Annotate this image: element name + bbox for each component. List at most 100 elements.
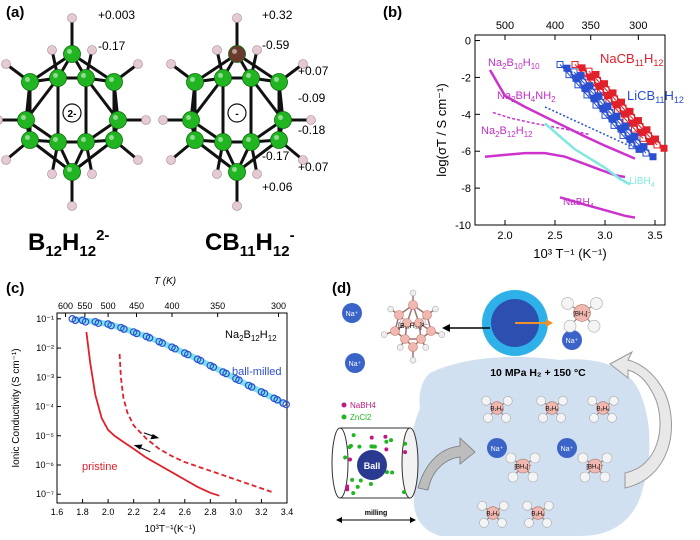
- b2h6-h-atom: [558, 396, 568, 406]
- na-ion-label: Na⁺: [349, 361, 362, 368]
- ylabel-b: log(σT / S cm⁻¹): [434, 83, 449, 176]
- bh4-h-atom: [601, 452, 613, 464]
- zncl2-particle: [390, 470, 395, 475]
- boron-atom: [63, 163, 81, 181]
- marker-ball-milled: [171, 344, 179, 353]
- b2h6-b-atom: [596, 401, 610, 415]
- milling-arrow-right: [410, 517, 416, 523]
- label-pristine: pristine: [82, 461, 117, 473]
- cluster-b-atom: [408, 342, 418, 352]
- hydrogen-atom: [133, 59, 143, 69]
- cluster-label: [B₁₂H₁₂]²⁻: [398, 323, 428, 330]
- b2h6-h-atom: [477, 501, 487, 511]
- b2h6-h-atom: [497, 518, 507, 528]
- zncl2-particle: [350, 477, 355, 482]
- nabh4-particle: [369, 435, 374, 440]
- boron-atom: [21, 131, 39, 149]
- legend-zncl2-dot: [341, 414, 347, 420]
- marker-licb11h12: [649, 153, 657, 161]
- center-charge-circle: [227, 103, 247, 123]
- hydrogen-atom: [232, 201, 242, 211]
- b2h6-label: B₂H₆: [545, 407, 559, 413]
- marker-ball-milled: [282, 400, 290, 409]
- nabh4-particle: [403, 450, 408, 455]
- na-ion: [342, 303, 362, 323]
- hydrogen-atom: [67, 13, 77, 23]
- marker-licb11h12: [556, 61, 564, 69]
- zncl2-particle: [403, 441, 408, 446]
- marker-ball-milled: [260, 389, 269, 398]
- charge-right-5: -0.17: [262, 149, 290, 163]
- atom-highlight: [190, 77, 195, 82]
- ylabel-c: Ionic Conductivity (S cm⁻¹): [11, 348, 22, 467]
- zncl2-particle: [351, 433, 356, 438]
- nabh4-particle: [347, 457, 352, 462]
- hydrogen-atom: [0, 115, 3, 125]
- marker-nacb11h12: [643, 126, 651, 134]
- x-tick-label-b: 3.5: [647, 230, 662, 242]
- y-tick-label-c: 10⁻⁴: [35, 402, 54, 412]
- y-tick-label-c: 10⁻³: [36, 372, 54, 382]
- curve-na2b10h10: [488, 69, 636, 160]
- b2h6-h-atom: [607, 413, 617, 423]
- zncl2-particle: [389, 438, 394, 443]
- curve-licb11h12: [573, 71, 647, 154]
- charge-right-4: -0.18: [298, 123, 326, 137]
- atom-highlight: [232, 49, 237, 54]
- label-na2b12h12: Na2B12H12: [481, 125, 533, 139]
- b2h6-b-atom: [490, 401, 504, 415]
- panel-c-label: (c): [6, 280, 25, 297]
- boron-atom: [214, 69, 232, 87]
- marker-licb11h12: [563, 64, 571, 72]
- atom-highlight: [246, 73, 251, 78]
- panel-c: (c) 1.6 1.8 2.0 2.2 2.4 2.6 2.8 3.0 3.2 3.4 10⁻¹ 10…: [0, 268, 310, 540]
- boron-atom: [109, 111, 127, 129]
- bh4-top-h-atom: [590, 297, 603, 310]
- marker-ball-milled: [196, 356, 205, 365]
- charge-left-top: +0.003: [98, 8, 135, 22]
- b2h6-h-atom: [522, 501, 532, 511]
- b2h6-label: B₂H₆: [531, 512, 545, 518]
- panel-a-label: (a): [6, 4, 25, 21]
- top-tick-label-b: 400: [546, 20, 564, 32]
- hydrogen-atom: [306, 115, 316, 125]
- hydrogen-atom: [166, 155, 176, 165]
- zncl2-particle: [348, 443, 353, 448]
- charge-right-1: -0.59: [262, 38, 290, 52]
- marker-licb11h12: [595, 92, 603, 100]
- atom-highlight: [274, 77, 279, 82]
- charge-right-7: +0.06: [262, 180, 293, 194]
- marker-ball-milled: [273, 396, 282, 404]
- zncl2-particle: [358, 478, 363, 483]
- b2h6-label: B₂H₆: [486, 512, 500, 518]
- b2h6-h-atom: [483, 413, 493, 423]
- cluster-h-atom: [438, 331, 446, 338]
- ball: [357, 450, 387, 480]
- boron-atom: [17, 111, 35, 129]
- marker-ball-milled: [132, 329, 141, 338]
- bh4-b-atom: [587, 458, 603, 474]
- top-tick-label-b: 300: [629, 20, 647, 32]
- label-na2b10h10: Na2B10H10: [488, 57, 540, 71]
- marker-ball-milled: [145, 334, 154, 342]
- b2h6-h-atom: [538, 413, 548, 423]
- zncl2-particle: [384, 470, 389, 475]
- marker-licb11h12: [631, 132, 639, 140]
- b2h6-h-atom: [479, 518, 489, 528]
- curve-na2bh4nh2: [492, 111, 591, 136]
- y-tick-label-c: 10⁻⁷: [36, 489, 54, 499]
- b2h6-h-atom: [544, 501, 554, 511]
- cluster-b-atom: [394, 310, 404, 320]
- b2h6-h-atom: [536, 396, 546, 406]
- marker-ball-milled: [247, 383, 256, 391]
- marker-ball-milled: [158, 339, 167, 347]
- zncl2-particle: [343, 455, 348, 460]
- label-nabh4: NaBH4: [563, 197, 594, 210]
- atom-highlight: [81, 137, 86, 142]
- atom-highlight: [109, 77, 114, 82]
- nabh4-particle: [384, 447, 389, 452]
- b2h6-h-atom: [556, 413, 566, 423]
- hydrogen-atom: [252, 169, 262, 179]
- marker-ball-milled: [94, 319, 103, 328]
- atom-highlight: [246, 137, 251, 142]
